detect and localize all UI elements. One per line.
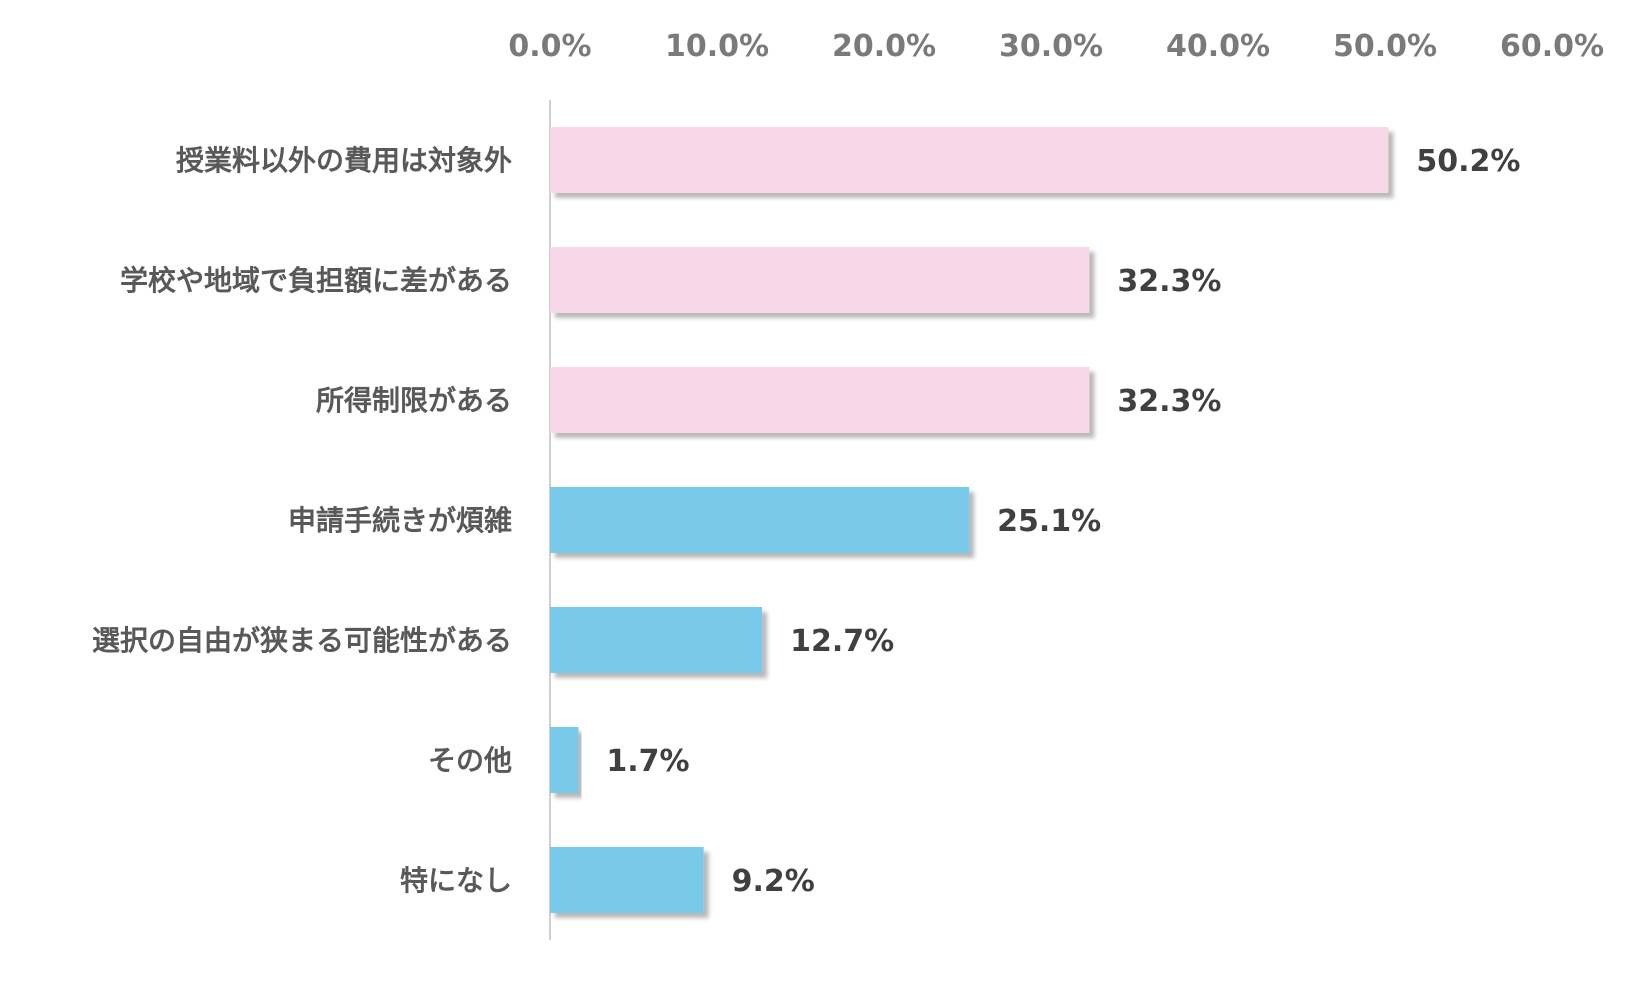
bar bbox=[550, 727, 579, 793]
bar bbox=[550, 847, 704, 913]
category-label: 申請手続きが煩雑 bbox=[288, 504, 512, 537]
x-tick-label: 50.0% bbox=[1333, 29, 1437, 64]
data-label: 25.1% bbox=[997, 504, 1101, 539]
data-label: 32.3% bbox=[1117, 384, 1221, 419]
data-labels: 50.2% 32.3% 32.3% 25.1% 12.7% 1.7% 9.2% bbox=[606, 144, 1520, 899]
bar bbox=[550, 487, 970, 553]
category-label: 所得制限がある bbox=[316, 384, 512, 417]
bar bbox=[550, 367, 1090, 433]
x-tick-label: 0.0% bbox=[508, 29, 591, 64]
bars bbox=[550, 127, 1389, 913]
category-label: その他 bbox=[428, 744, 512, 777]
data-label: 12.7% bbox=[790, 624, 894, 659]
bar bbox=[550, 127, 1389, 193]
data-label: 9.2% bbox=[732, 864, 815, 899]
category-label: 授業料以外の費用は対象外 bbox=[176, 144, 512, 177]
category-labels: 授業料以外の費用は対象外学校や地域で負担額に差がある所得制限がある申請手続きが煩… bbox=[92, 144, 512, 897]
x-tick-label: 30.0% bbox=[999, 29, 1103, 64]
x-tick-label: 20.0% bbox=[832, 29, 936, 64]
x-tick-label: 40.0% bbox=[1166, 29, 1270, 64]
bar bbox=[550, 607, 763, 673]
data-label: 32.3% bbox=[1117, 264, 1221, 299]
x-tick-label: 10.0% bbox=[665, 29, 769, 64]
category-label: 学校や地域で負担額に差がある bbox=[120, 264, 512, 297]
bar bbox=[550, 247, 1090, 313]
data-label: 1.7% bbox=[606, 744, 689, 779]
data-label: 50.2% bbox=[1416, 144, 1520, 179]
x-tick-label: 60.0% bbox=[1500, 29, 1604, 64]
category-label: 選択の自由が狭まる可能性がある bbox=[92, 624, 512, 657]
category-label: 特になし bbox=[400, 864, 512, 897]
x-axis-ticks: 0.0% 10.0% 20.0% 30.0% 40.0% 50.0% 60.0% bbox=[508, 29, 1604, 64]
